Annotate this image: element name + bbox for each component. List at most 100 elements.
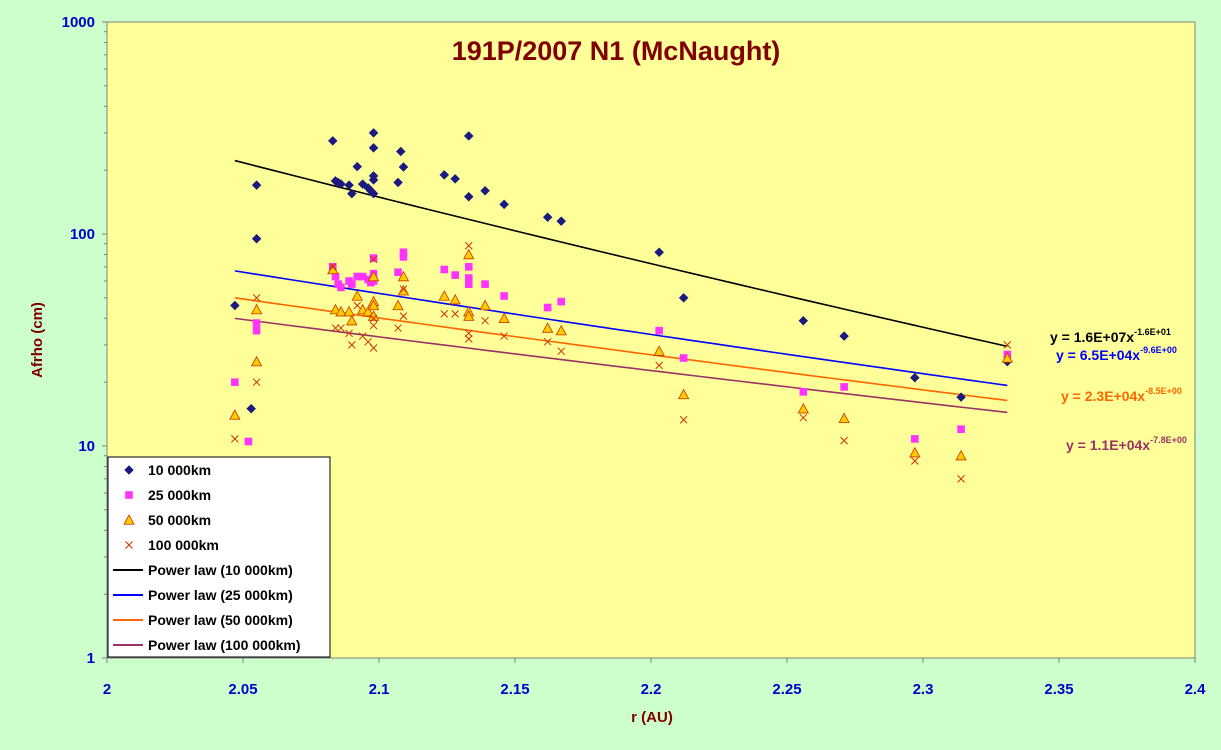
point-50-000km <box>362 305 374 317</box>
point-100-000km <box>451 310 460 318</box>
point-10-000km <box>344 180 354 190</box>
trendline-power-law-10-000km- <box>234 159 1008 348</box>
point-10-000km <box>839 331 849 341</box>
point-25-000km <box>348 280 356 288</box>
x-tick-label: 2.4 <box>1185 681 1207 698</box>
point-10-000km <box>246 403 257 414</box>
point-10-000km <box>499 199 509 210</box>
point-100-000km <box>957 474 965 483</box>
point-50-000km <box>463 310 475 321</box>
point-100-000km <box>337 324 345 332</box>
point-100-000km <box>655 361 664 370</box>
point-10-000km <box>909 372 920 383</box>
legend-label: Power law (50 000km) <box>148 612 293 628</box>
point-50-000km <box>250 355 263 367</box>
point-100-000km <box>543 337 552 346</box>
equation-main: y = 1.6E+07x <box>1050 329 1134 345</box>
legend-marker <box>125 541 133 549</box>
legend-label: 50 000km <box>148 512 211 528</box>
point-25-000km <box>799 388 808 396</box>
point-100-000km <box>353 301 362 310</box>
point-10-000km <box>368 127 379 138</box>
point-25-000km <box>331 272 340 281</box>
point-100-000km <box>347 340 356 349</box>
point-50-000km <box>797 402 809 414</box>
legend-label: Power law (10 000km) <box>148 562 293 578</box>
axis-ticks: 2 2.05 2.1 2.15 2.2 2.25 2.3 2.35 2.4 1 10 100 1000 <box>62 14 1206 698</box>
y-axis-label: Afrho (cm) <box>29 302 46 378</box>
data-markers <box>229 127 1013 483</box>
equation-main: y = 6.5E+04x <box>1056 347 1140 363</box>
point-25-000km <box>481 280 489 288</box>
equation-main: y = 1.1E+04x <box>1066 437 1150 453</box>
point-100-000km <box>369 314 378 323</box>
point-50-000km <box>653 345 665 356</box>
point-100-000km <box>481 316 489 325</box>
point-100-000km <box>369 344 378 352</box>
point-50-000km <box>438 290 450 301</box>
point-25-000km <box>543 303 552 312</box>
point-25-000km <box>957 425 965 434</box>
x-tick-label: 2.3 <box>913 681 934 698</box>
equation-main: y = 2.3E+04x <box>1061 388 1145 404</box>
point-25-000km <box>358 272 367 281</box>
point-10-000km <box>450 174 461 184</box>
legend-marker <box>125 491 133 499</box>
point-50-000km <box>343 305 355 317</box>
equation-exponent: -1.6E+01 <box>1134 327 1171 337</box>
equation-exponent: -7.8E+00 <box>1150 435 1187 445</box>
point-50-000km <box>449 293 461 305</box>
trendline-equation: y = 1.6E+07x-1.6E+01 <box>1050 327 1171 345</box>
trendline-equation: y = 1.1E+04x-7.8E+00 <box>1066 435 1187 453</box>
point-50-000km <box>463 248 475 260</box>
point-25-000km <box>399 248 408 257</box>
point-100-000km <box>440 310 449 318</box>
point-50-000km <box>838 412 850 424</box>
point-25-000km <box>451 271 459 279</box>
x-tick-label: 2.35 <box>1044 681 1073 698</box>
point-100-000km <box>369 255 378 264</box>
point-25-000km <box>252 326 261 335</box>
point-25-000km <box>244 437 253 446</box>
legend-box <box>107 456 331 658</box>
point-50-000km <box>351 290 363 301</box>
point-10-000km <box>439 170 450 180</box>
equation-exponent: -9.6E+00 <box>1140 345 1177 355</box>
point-50-000km <box>367 299 380 311</box>
point-100-000km <box>910 457 919 465</box>
legend-label: Power law (25 000km) <box>148 587 293 603</box>
point-25-000km <box>464 280 473 288</box>
point-50-000km <box>541 322 554 333</box>
trendline-equation: y = 2.3E+04x-8.5E+00 <box>1061 386 1182 404</box>
point-100-000km <box>230 435 239 443</box>
trendline-power-law-25-000km- <box>234 270 1008 387</box>
point-25-000km <box>655 326 663 335</box>
point-25-000km <box>399 253 408 261</box>
point-10-000km <box>542 212 553 223</box>
x-tick-label: 2.15 <box>500 681 529 698</box>
point-100-000km <box>399 312 408 320</box>
legend-label: Power law (100 000km) <box>148 637 301 653</box>
point-50-000km <box>250 303 263 315</box>
point-100-000km <box>345 329 353 338</box>
legend: 10 000km 25 000km 50 000km 100 000km Power l… <box>107 456 331 658</box>
point-50-000km <box>1001 352 1013 363</box>
point-50-000km <box>367 270 380 282</box>
x-tick-label: 2.2 <box>641 681 662 698</box>
point-50-000km <box>479 299 491 311</box>
legend-label: 25 000km <box>148 487 211 503</box>
point-10-000km <box>368 188 379 199</box>
point-50-000km <box>392 299 404 311</box>
point-50-000km <box>498 312 510 324</box>
point-25-000km <box>353 272 362 281</box>
point-100-000km <box>464 329 473 338</box>
point-25-000km <box>679 354 688 362</box>
x-axis-label: r (AU) <box>631 709 673 726</box>
x-tick-label: 2.1 <box>369 681 390 698</box>
point-25-000km <box>500 292 508 300</box>
point-100-000km <box>331 324 340 332</box>
point-100-000km <box>394 324 402 332</box>
x-tick-label: 2 <box>103 681 111 698</box>
point-50-000km <box>555 324 567 336</box>
